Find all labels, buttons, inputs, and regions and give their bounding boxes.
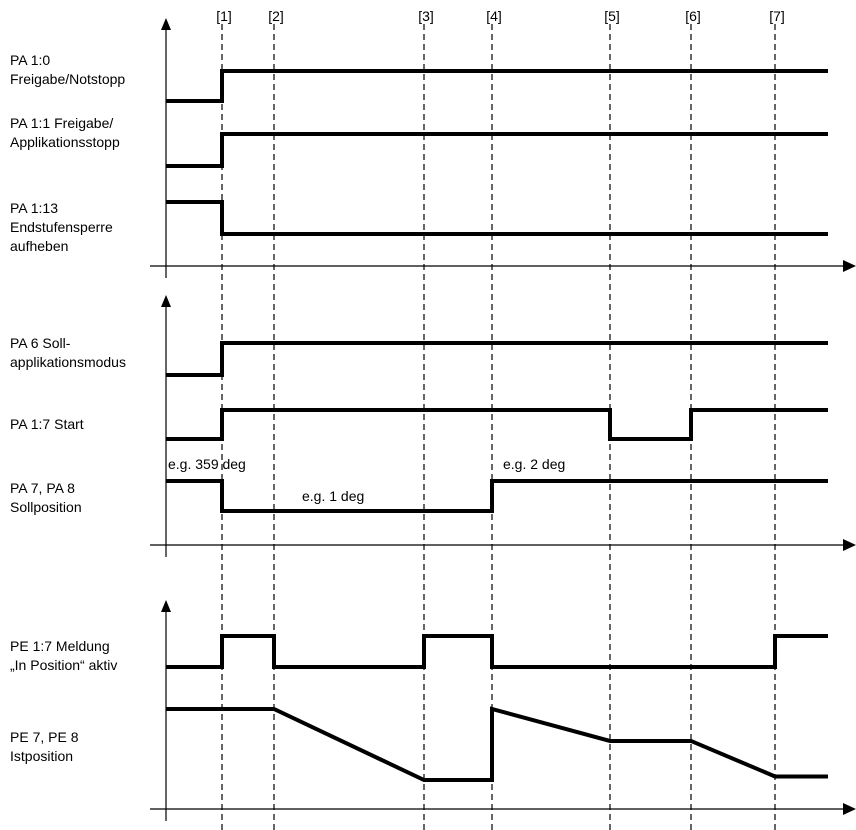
signal-label: PA 1:7 Start [10,416,84,432]
event-marker-label: [1] [216,8,232,24]
event-marker-label: [2] [268,8,284,24]
time-axis-arrow-icon [843,260,856,272]
event-marker-label: [6] [685,8,701,24]
signal-waveform [166,634,828,669]
signal-waveform [166,706,828,782]
signal-label: PE 7, PE 8 Istposition [10,729,79,764]
event-marker-label: [4] [486,8,502,24]
signal-waveform [166,132,828,168]
value-annotation: e.g. 1 deg [302,488,365,504]
event-marker-label: [5] [604,8,620,24]
y-axis-arrow-icon [161,600,171,612]
signal-label: PA 7, PA 8 Sollposition [10,480,82,515]
y-axis-arrow-icon [161,295,171,307]
event-marker-label: [3] [418,8,434,24]
y-axis-arrow-icon [161,18,171,30]
time-axis-arrow-icon [843,539,856,551]
signal-waveform [166,341,828,377]
signal-waveform [166,69,828,103]
signal-label: PA 1:1 Freigabe/ Applikationsstopp [10,115,120,150]
value-annotation: e.g. 2 deg [503,456,566,472]
signal-label: PA 6 Soll- applikationsmodus [10,335,126,370]
signal-waveform [166,479,828,513]
signal-label: PA 1:13 Endstufensperre aufheben [10,200,113,254]
signal-waveform [166,408,828,441]
value-annotation: e.g. 359 deg [168,456,246,472]
time-axis-arrow-icon [843,803,856,815]
event-marker-label: [7] [769,8,785,24]
signal-label: PA 1:0 Freigabe/Notstopp [10,52,126,87]
signal-label: PE 1:7 Meldung „In Position“ aktiv [10,638,118,673]
signal-waveform [166,200,828,236]
